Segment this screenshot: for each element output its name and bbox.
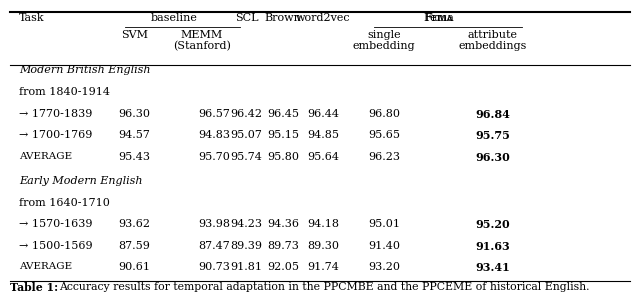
Text: 96.80: 96.80 [368, 109, 400, 119]
Text: 87.47: 87.47 [198, 241, 230, 251]
Text: 94.57: 94.57 [118, 130, 150, 140]
Text: attribute
embeddings: attribute embeddings [459, 30, 527, 51]
Text: from 1640-1710: from 1640-1710 [19, 198, 110, 208]
Text: → 1500-1569: → 1500-1569 [19, 241, 93, 251]
Text: 96.45: 96.45 [267, 109, 299, 119]
Text: 90.73: 90.73 [198, 262, 230, 272]
Text: 93.98: 93.98 [198, 219, 230, 229]
Text: 94.36: 94.36 [267, 219, 299, 229]
Text: 95.70: 95.70 [198, 152, 230, 162]
Text: 95.07: 95.07 [230, 130, 262, 140]
Text: Fᴇᴍᴀ: Fᴇᴍᴀ [424, 13, 452, 23]
Text: 94.83: 94.83 [198, 130, 230, 140]
Text: 96.42: 96.42 [230, 109, 262, 119]
Text: → 1700-1769: → 1700-1769 [19, 130, 93, 140]
Text: 91.74: 91.74 [307, 262, 339, 272]
Text: 95.75: 95.75 [476, 130, 510, 141]
Text: 94.18: 94.18 [307, 219, 339, 229]
Text: 93.41: 93.41 [476, 262, 510, 273]
Text: 91.81: 91.81 [230, 262, 262, 272]
Text: 96.44: 96.44 [307, 109, 339, 119]
Text: Table 1:: Table 1: [10, 282, 58, 293]
Text: 93.20: 93.20 [368, 262, 400, 272]
Text: 94.23: 94.23 [230, 219, 262, 229]
Text: Modern British English: Modern British English [19, 65, 150, 76]
Text: 95.43: 95.43 [118, 152, 150, 162]
Text: 95.65: 95.65 [368, 130, 400, 140]
Text: 95.01: 95.01 [368, 219, 400, 229]
Text: 95.15: 95.15 [267, 130, 299, 140]
Text: Task: Task [19, 13, 45, 23]
Text: Brown: Brown [264, 13, 301, 23]
Text: → 1570-1639: → 1570-1639 [19, 219, 93, 229]
Text: AVERAGE: AVERAGE [19, 262, 72, 271]
Text: 95.74: 95.74 [230, 152, 262, 162]
Text: 96.84: 96.84 [476, 109, 510, 119]
Text: → 1770-1839: → 1770-1839 [19, 109, 93, 119]
Text: 94.85: 94.85 [307, 130, 339, 140]
Text: 96.23: 96.23 [368, 152, 400, 162]
Text: 89.73: 89.73 [267, 241, 299, 251]
Text: 91.63: 91.63 [476, 241, 510, 252]
Text: Accuracy results for temporal adaptation in the PPCMBE and the PPCEME of histori: Accuracy results for temporal adaptation… [60, 282, 590, 292]
Text: SCL: SCL [235, 13, 258, 23]
Text: baseline: baseline [151, 13, 198, 23]
Text: Early Modern English: Early Modern English [19, 176, 143, 186]
Text: AVERAGE: AVERAGE [19, 152, 72, 161]
Text: 93.62: 93.62 [118, 219, 150, 229]
Text: 95.64: 95.64 [307, 152, 339, 162]
Text: word2vec: word2vec [296, 13, 351, 23]
Text: SVM: SVM [121, 30, 148, 40]
Text: 91.40: 91.40 [368, 241, 400, 251]
Text: 96.30: 96.30 [476, 152, 510, 163]
Text: 90.61: 90.61 [118, 262, 150, 272]
Text: 89.30: 89.30 [307, 241, 339, 251]
Text: 92.05: 92.05 [267, 262, 299, 272]
Text: MEMM
(Stanford): MEMM (Stanford) [173, 30, 230, 51]
Text: 95.80: 95.80 [267, 152, 299, 162]
Text: 89.39: 89.39 [230, 241, 262, 251]
Text: single
embedding: single embedding [353, 30, 415, 51]
Text: 96.30: 96.30 [118, 109, 150, 119]
Text: from 1840-1914: from 1840-1914 [19, 87, 110, 97]
Text: 95.20: 95.20 [476, 219, 510, 230]
Text: 96.57: 96.57 [198, 109, 230, 119]
Text: 87.59: 87.59 [118, 241, 150, 251]
Text: Fema: Fema [423, 13, 454, 23]
